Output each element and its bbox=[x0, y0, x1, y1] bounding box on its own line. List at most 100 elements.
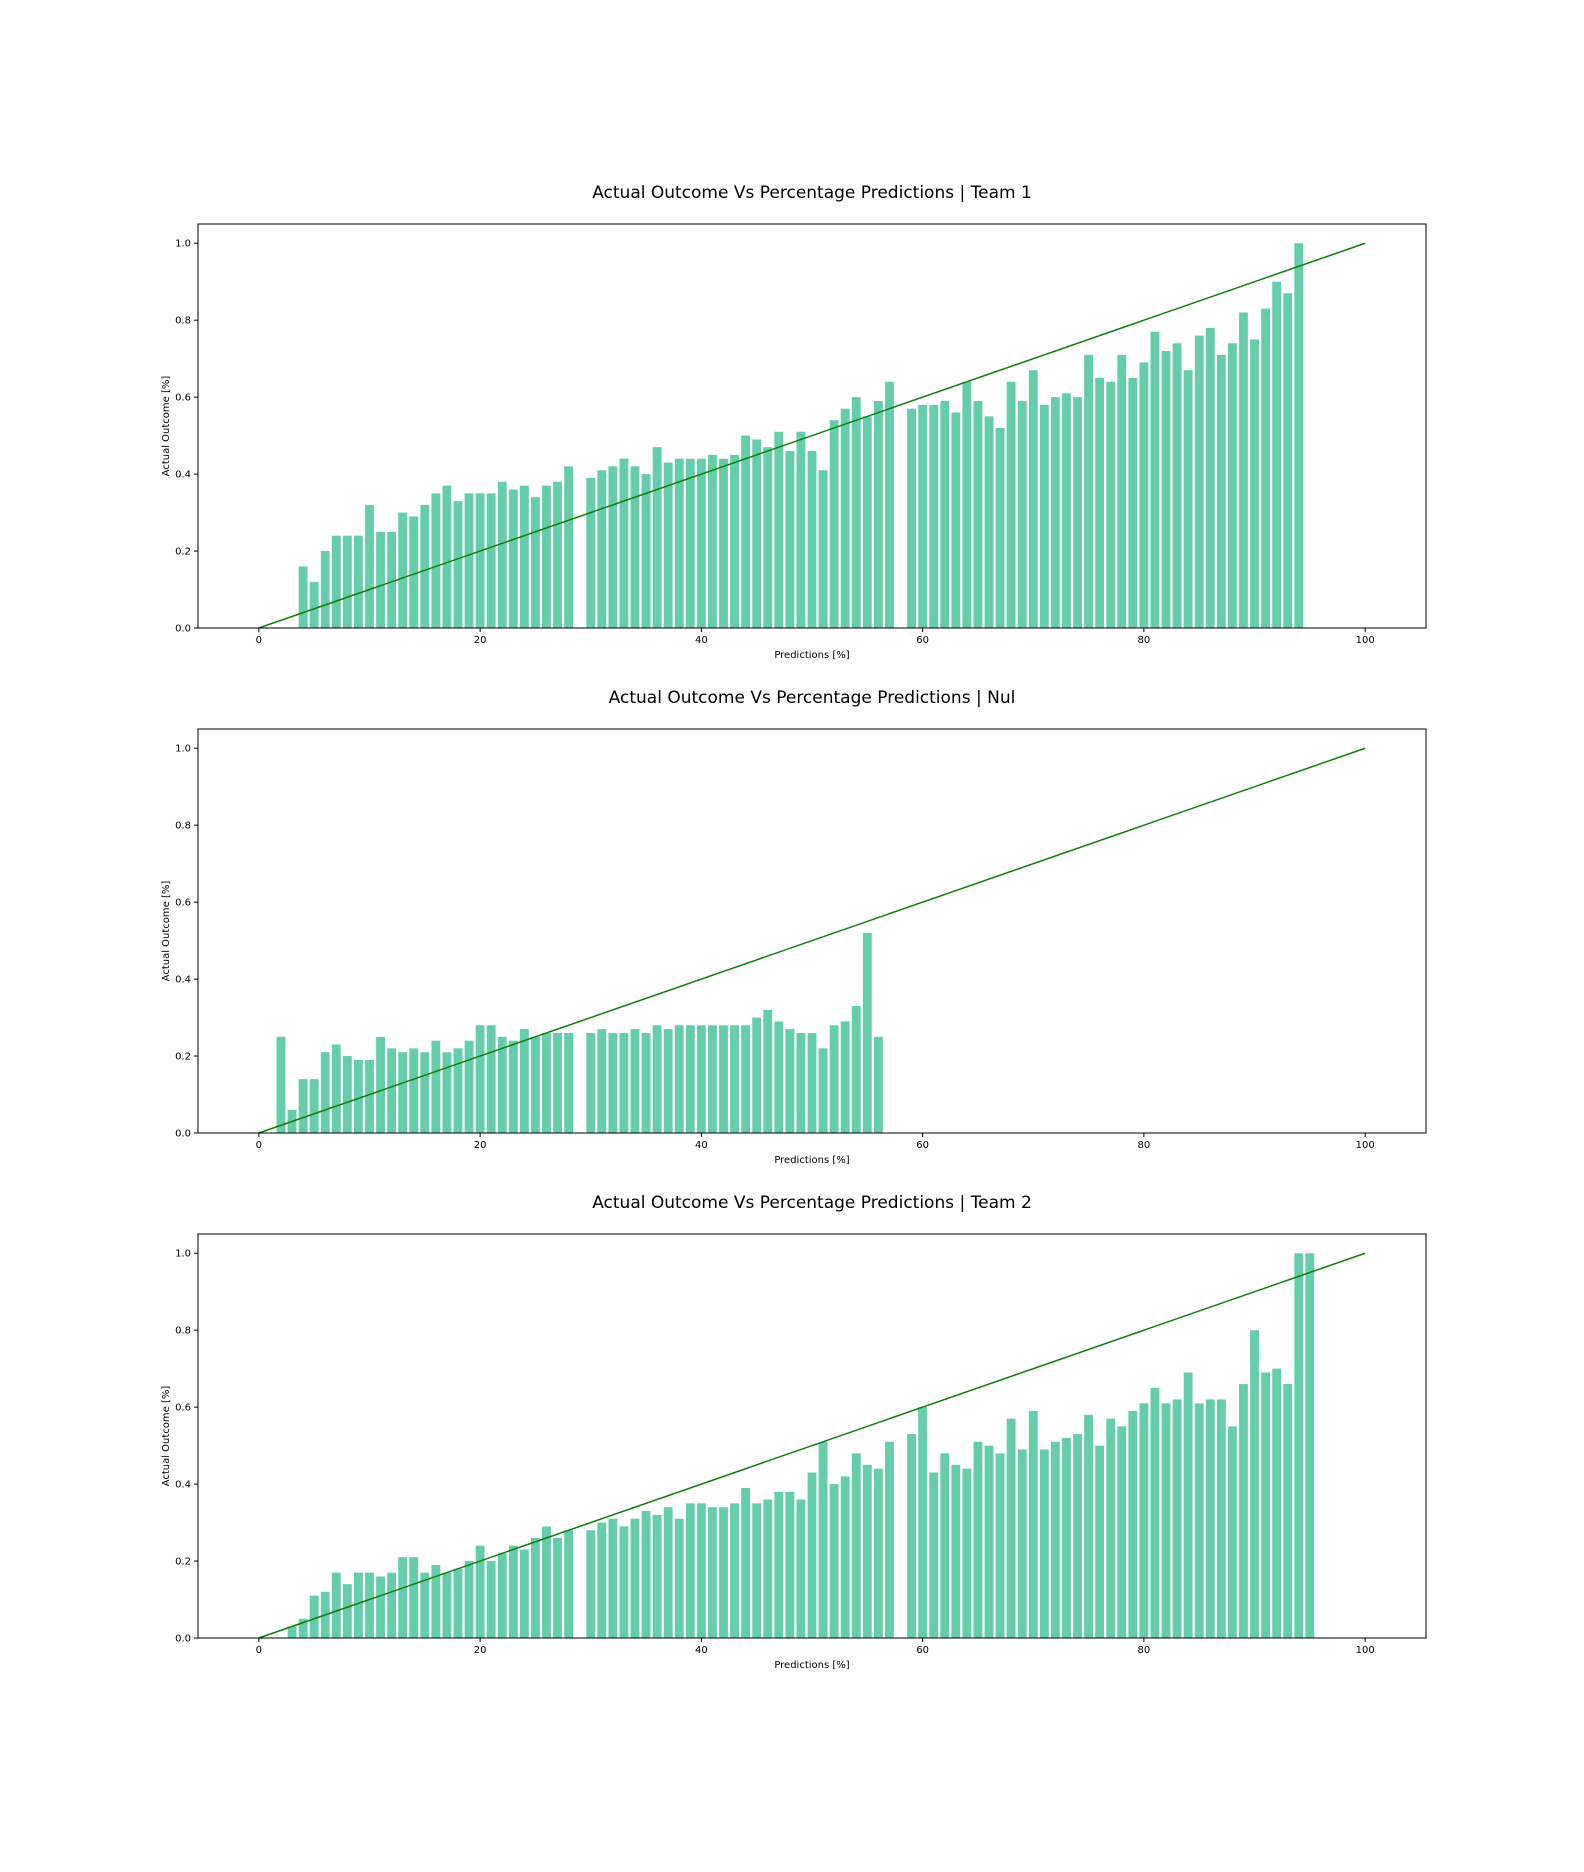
bar bbox=[1139, 362, 1149, 628]
bar bbox=[1050, 397, 1060, 628]
bar bbox=[630, 466, 640, 628]
bar bbox=[597, 1029, 607, 1133]
bar bbox=[973, 1441, 983, 1638]
bar bbox=[1039, 1449, 1049, 1638]
x-tick-label: 0 bbox=[256, 1140, 262, 1151]
bar bbox=[519, 1029, 529, 1133]
bar bbox=[475, 1025, 485, 1133]
bar bbox=[785, 451, 795, 628]
bar bbox=[1250, 339, 1259, 628]
bar bbox=[807, 451, 817, 628]
bar bbox=[1117, 1426, 1127, 1638]
bar bbox=[298, 1618, 308, 1638]
bar bbox=[1039, 404, 1049, 628]
bar-series bbox=[276, 932, 883, 1133]
bar bbox=[586, 1530, 596, 1638]
bar bbox=[796, 1032, 806, 1133]
bar bbox=[873, 400, 883, 628]
bar bbox=[1106, 1418, 1116, 1638]
bar bbox=[398, 1052, 408, 1133]
bar bbox=[652, 1514, 662, 1638]
bar bbox=[353, 1572, 363, 1638]
x-tick-label: 60 bbox=[916, 1645, 929, 1656]
bar bbox=[1161, 350, 1171, 628]
reference-line bbox=[258, 242, 1366, 629]
x-tick-label: 20 bbox=[474, 1140, 487, 1151]
bar-series bbox=[287, 1253, 1315, 1638]
bar bbox=[309, 1595, 319, 1638]
bar bbox=[530, 1036, 540, 1133]
reference-line bbox=[258, 1252, 1366, 1639]
y-tick-label: 0.8 bbox=[175, 821, 191, 832]
bar bbox=[342, 535, 352, 628]
bar bbox=[1283, 293, 1293, 628]
x-tick-label: 100 bbox=[1356, 1140, 1375, 1151]
bar bbox=[508, 1040, 518, 1133]
bar bbox=[1183, 370, 1193, 628]
bar bbox=[564, 1530, 574, 1638]
bar bbox=[619, 1526, 629, 1638]
bar bbox=[608, 1032, 618, 1133]
bar bbox=[320, 1052, 330, 1133]
bar bbox=[342, 1056, 352, 1133]
bar bbox=[940, 400, 950, 628]
bar bbox=[940, 1453, 950, 1638]
bar bbox=[1062, 393, 1071, 628]
bar bbox=[1017, 400, 1027, 628]
bar bbox=[1028, 370, 1038, 628]
bar bbox=[331, 1044, 341, 1133]
bar bbox=[663, 1029, 673, 1133]
y-tick-label: 1.0 bbox=[175, 1249, 191, 1260]
bar bbox=[1272, 281, 1282, 628]
y-axis-label: Actual Outcome [%] bbox=[161, 376, 172, 477]
bar bbox=[1216, 1399, 1226, 1638]
bar bbox=[851, 397, 861, 628]
bar bbox=[774, 431, 784, 628]
bar bbox=[320, 551, 330, 628]
bar bbox=[763, 1499, 773, 1638]
bar bbox=[331, 1572, 341, 1638]
bar bbox=[608, 466, 618, 628]
bar bbox=[929, 1472, 939, 1638]
bar bbox=[1239, 312, 1248, 628]
bar bbox=[719, 1025, 728, 1133]
bar bbox=[464, 1040, 474, 1133]
bar bbox=[862, 416, 872, 628]
bar bbox=[1283, 1384, 1293, 1638]
bar bbox=[1128, 377, 1138, 628]
bar bbox=[807, 1032, 817, 1133]
bar bbox=[398, 1557, 408, 1638]
bar bbox=[984, 1445, 994, 1638]
bar bbox=[840, 408, 850, 628]
bar bbox=[553, 1537, 562, 1638]
x-tick-label: 60 bbox=[916, 1140, 929, 1151]
bar bbox=[486, 493, 496, 628]
bar bbox=[685, 458, 695, 628]
bar bbox=[519, 1549, 529, 1638]
bar bbox=[1150, 331, 1160, 628]
bar bbox=[508, 1545, 518, 1638]
bar bbox=[553, 481, 562, 628]
chart-title: Actual Outcome Vs Percentage Predictions… bbox=[592, 1193, 1032, 1213]
y-tick-label: 0.2 bbox=[175, 1052, 191, 1063]
bar bbox=[885, 381, 894, 628]
bar bbox=[873, 1468, 883, 1638]
bar bbox=[453, 501, 463, 628]
bar bbox=[475, 493, 485, 628]
bar bbox=[1194, 335, 1204, 628]
chart-1: Actual Outcome Vs Percentage Predictions… bbox=[161, 183, 1427, 661]
bar bbox=[907, 1434, 916, 1638]
bar bbox=[376, 531, 385, 628]
bar bbox=[431, 493, 441, 628]
bar bbox=[608, 1518, 618, 1638]
bar bbox=[641, 1032, 651, 1133]
bar bbox=[696, 1503, 706, 1638]
y-axis-label: Actual Outcome [%] bbox=[161, 1386, 172, 1487]
bar bbox=[674, 458, 684, 628]
bar bbox=[1172, 343, 1182, 628]
bar bbox=[342, 1584, 352, 1638]
bar bbox=[630, 1029, 640, 1133]
bar bbox=[553, 1032, 562, 1133]
bar bbox=[619, 1032, 629, 1133]
bar bbox=[951, 412, 961, 628]
